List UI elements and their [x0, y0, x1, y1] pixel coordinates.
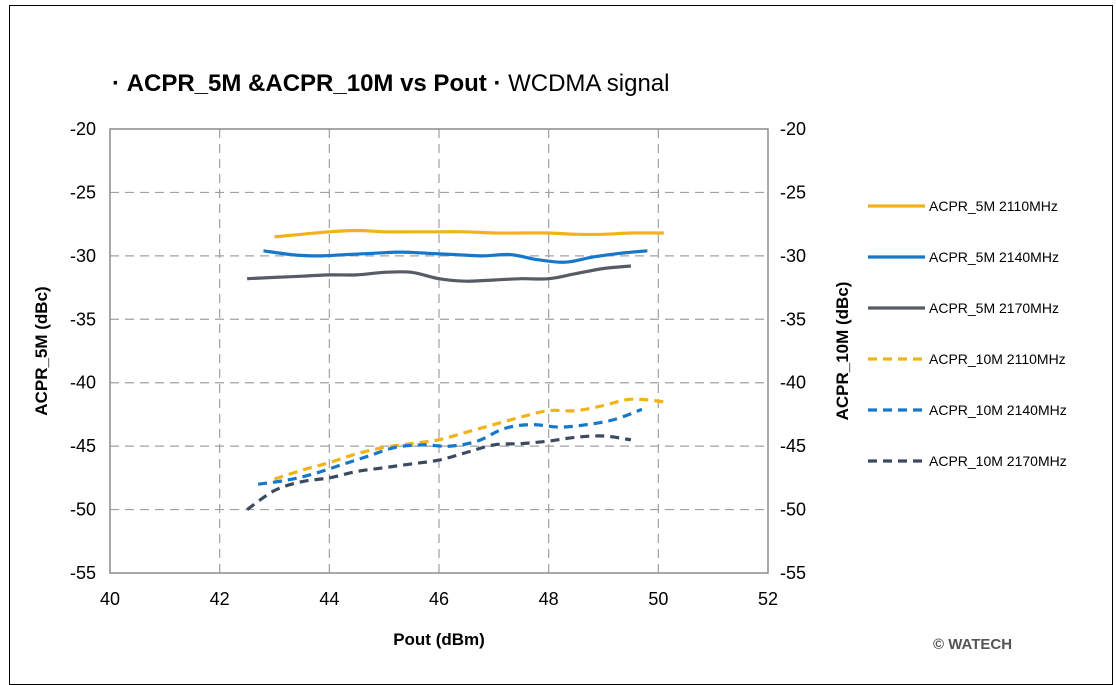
watermark-text: © WATECH — [933, 636, 1013, 653]
y-tick-label: -25 — [70, 182, 96, 202]
series-line-3 — [247, 264, 632, 283]
y-axis-label: ACPR_5M (dBc) — [32, 286, 51, 415]
legend-label-6: ACPR_10M 2170MHz — [929, 453, 1067, 469]
y-tick-label: -45 — [70, 436, 96, 456]
y2-tick-label: -30 — [780, 246, 806, 266]
y-tick-label: -30 — [70, 246, 96, 266]
series-line-4 — [274, 397, 664, 481]
chart-title: ACPR_5M &ACPR_10M vs Pout — [126, 70, 487, 97]
series-layer — [246, 228, 664, 511]
tick-labels: 40 42 44 46 48 50 52 -20 -25 -30 -35 -40 -45 -50 -55 -2… — [70, 119, 806, 609]
y2-tick-label: -50 — [780, 500, 806, 520]
series-line-5 — [257, 407, 643, 486]
x-axis-label: Pout (dBm) — [393, 630, 485, 649]
y-tick-label: -55 — [70, 563, 96, 583]
series-line-6 — [246, 434, 632, 511]
y2-tick-label: -55 — [780, 563, 806, 583]
x-tick-label: 42 — [210, 589, 230, 609]
x-tick-label: 52 — [758, 589, 778, 609]
legend-label-2: ACPR_5M 2140MHz — [929, 249, 1059, 265]
grid-layer — [110, 129, 768, 573]
legend-label-3: ACPR_5M 2170MHz — [929, 300, 1059, 316]
y2-tick-label: -20 — [780, 119, 806, 139]
x-tick-label: 44 — [319, 589, 339, 609]
legend-label-1: ACPR_5M 2110MHz — [929, 198, 1058, 214]
legend-label-5: ACPR_10M 2140MHz — [929, 402, 1067, 418]
x-tick-label: 46 — [429, 589, 449, 609]
legend: ACPR_5M 2110MHz ACPR_5M 2140MHz ACPR_5M 21… — [868, 198, 1067, 469]
y2-tick-label: -45 — [780, 436, 806, 456]
y-tick-label: -20 — [70, 119, 96, 139]
legend-label-4: ACPR_10M 2110MHz — [929, 351, 1066, 367]
y2-tick-label: -35 — [780, 309, 806, 329]
x-tick-label: 48 — [539, 589, 559, 609]
chart-title-prefix: · — [112, 70, 120, 97]
chart-subtitle: WCDMA signal — [508, 70, 670, 97]
y2-tick-label: -40 — [780, 373, 806, 393]
y2-tick-label: -25 — [780, 182, 806, 202]
chart-title-row: · ACPR_5M &ACPR_10M vs Pout · WCDMA sign… — [112, 70, 669, 98]
y2-axis-label: ACPR_10M (dBc) — [833, 282, 852, 421]
x-tick-label: 50 — [648, 589, 668, 609]
chart-title-suffix: · — [493, 70, 502, 97]
series-line-1 — [274, 228, 664, 239]
plot-area — [109, 128, 769, 574]
y-tick-label: -50 — [70, 500, 96, 520]
y-tick-label: -35 — [70, 309, 96, 329]
y-tick-label: -40 — [70, 373, 96, 393]
x-tick-label: 40 — [100, 589, 120, 609]
series-line-2 — [263, 249, 648, 264]
